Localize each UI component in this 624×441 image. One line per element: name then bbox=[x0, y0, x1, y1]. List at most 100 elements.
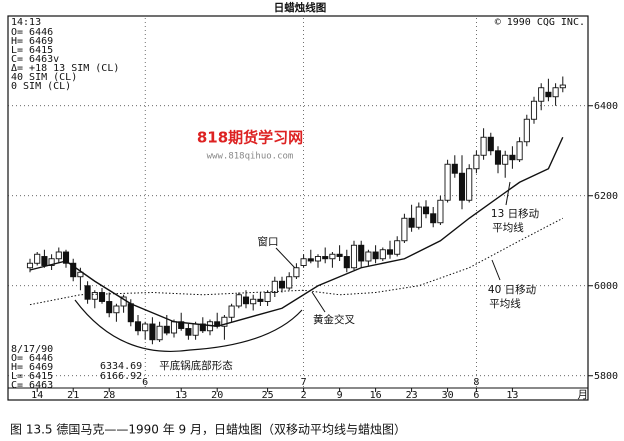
x-unit: 月 bbox=[578, 389, 589, 401]
annotation: 窗口 bbox=[258, 235, 279, 248]
candle-body bbox=[365, 251, 372, 262]
candle-body bbox=[379, 249, 386, 260]
candle-body bbox=[386, 249, 394, 255]
candle-body bbox=[286, 276, 293, 289]
candle-body bbox=[394, 240, 401, 255]
candle-body bbox=[300, 258, 307, 266]
candle-body bbox=[48, 258, 55, 266]
watermark: 818期货学习网 bbox=[197, 129, 303, 147]
candle-body bbox=[84, 285, 91, 300]
candle-body bbox=[538, 87, 545, 102]
candle-body bbox=[307, 258, 314, 262]
info-line: H= 6469 bbox=[11, 36, 53, 47]
candle-body bbox=[106, 301, 113, 314]
arrow bbox=[275, 247, 296, 269]
y-tick-label: 6200 bbox=[594, 191, 618, 202]
time-label: 14:13 bbox=[11, 17, 41, 28]
x-tick-label: 28 bbox=[103, 390, 115, 401]
candle-body bbox=[185, 328, 192, 336]
candle-body bbox=[415, 206, 422, 228]
candle-body bbox=[228, 305, 235, 318]
watermark-url: www.818qihuo.com bbox=[207, 152, 294, 162]
y-tick-label: 5800 bbox=[594, 371, 618, 382]
x-tick-label: 16 bbox=[370, 390, 382, 401]
candle-body bbox=[322, 256, 329, 260]
candle-body bbox=[142, 323, 149, 332]
candle-body bbox=[199, 323, 206, 332]
chart-title: 日蜡烛线图 bbox=[274, 1, 327, 14]
annotation: 40 日移动 bbox=[488, 283, 536, 296]
candle-body bbox=[314, 256, 322, 262]
candle-body bbox=[178, 321, 185, 329]
footer-line: C= 6463 bbox=[11, 380, 53, 391]
candle-body bbox=[264, 292, 271, 302]
candle-body bbox=[358, 244, 365, 262]
ma-reading: 6334.69 bbox=[100, 361, 142, 372]
candle-body bbox=[127, 303, 134, 323]
candle-body bbox=[458, 172, 466, 201]
x-tick-label: 23 bbox=[406, 390, 418, 401]
info-line: 0 SIM (CL) bbox=[11, 81, 71, 92]
candle-body bbox=[293, 267, 300, 278]
candle-body bbox=[55, 251, 62, 260]
ma13-line bbox=[29, 136, 564, 327]
candle-body bbox=[170, 321, 178, 334]
candle-body bbox=[34, 253, 41, 264]
candle-body bbox=[149, 323, 156, 341]
candle-body bbox=[444, 163, 451, 201]
candle-body bbox=[545, 91, 552, 98]
x-tick-label: 13 bbox=[506, 390, 518, 401]
candle-body bbox=[430, 213, 437, 224]
candle-body bbox=[422, 206, 430, 215]
candle-body bbox=[77, 271, 84, 278]
candle-body bbox=[329, 253, 336, 260]
candle-body bbox=[156, 325, 163, 341]
candle-body bbox=[41, 256, 48, 266]
candle-body bbox=[70, 262, 77, 278]
arrow bbox=[491, 259, 501, 281]
candle-body bbox=[242, 296, 250, 305]
candle-body bbox=[523, 118, 530, 143]
candle-body bbox=[559, 84, 566, 89]
candle-body bbox=[192, 323, 199, 336]
candle-body bbox=[98, 292, 106, 302]
candle-body bbox=[451, 163, 458, 174]
candle-body bbox=[350, 244, 358, 269]
candle-body bbox=[494, 150, 502, 165]
candle-body bbox=[530, 100, 538, 120]
candle-body bbox=[509, 154, 516, 161]
candle-body bbox=[163, 325, 170, 334]
pan-curve bbox=[74, 299, 303, 352]
candle-body bbox=[62, 251, 70, 264]
x-tick-label: 2 bbox=[301, 390, 307, 401]
annotation: 平底锅底部形态 bbox=[159, 359, 233, 372]
candle-body bbox=[552, 87, 559, 98]
info-line: O= 6446 bbox=[11, 27, 53, 38]
annotation: 平均线 bbox=[489, 297, 521, 310]
candle-body bbox=[134, 321, 142, 332]
candle-body bbox=[271, 280, 278, 293]
candle-body bbox=[250, 298, 257, 305]
x-tick-label: 14 bbox=[31, 390, 43, 401]
candle-body bbox=[343, 256, 350, 269]
candle-body bbox=[473, 154, 480, 170]
footer-line: 8/17/90 bbox=[11, 344, 53, 355]
candle-body bbox=[91, 292, 98, 300]
candle-body bbox=[372, 251, 379, 260]
arrow bbox=[505, 181, 511, 206]
candle-body bbox=[336, 253, 343, 257]
y-tick-label: 6000 bbox=[594, 281, 618, 292]
x-tick-label: 20 bbox=[211, 390, 223, 401]
candle-body bbox=[516, 141, 523, 161]
info-line: L= 6415 bbox=[11, 45, 53, 56]
candle-body bbox=[408, 217, 415, 228]
candle-body bbox=[221, 316, 228, 327]
candle-body bbox=[113, 305, 120, 314]
annotation: 平均线 bbox=[492, 221, 524, 234]
candle-body bbox=[466, 168, 473, 201]
candle-body bbox=[502, 154, 509, 165]
x-tick-label: 25 bbox=[262, 390, 274, 401]
caption: 图 13.5 德国马克——1990 年 9 月，日蜡烛图（双移动平均线与蜡烛图） bbox=[10, 422, 406, 437]
